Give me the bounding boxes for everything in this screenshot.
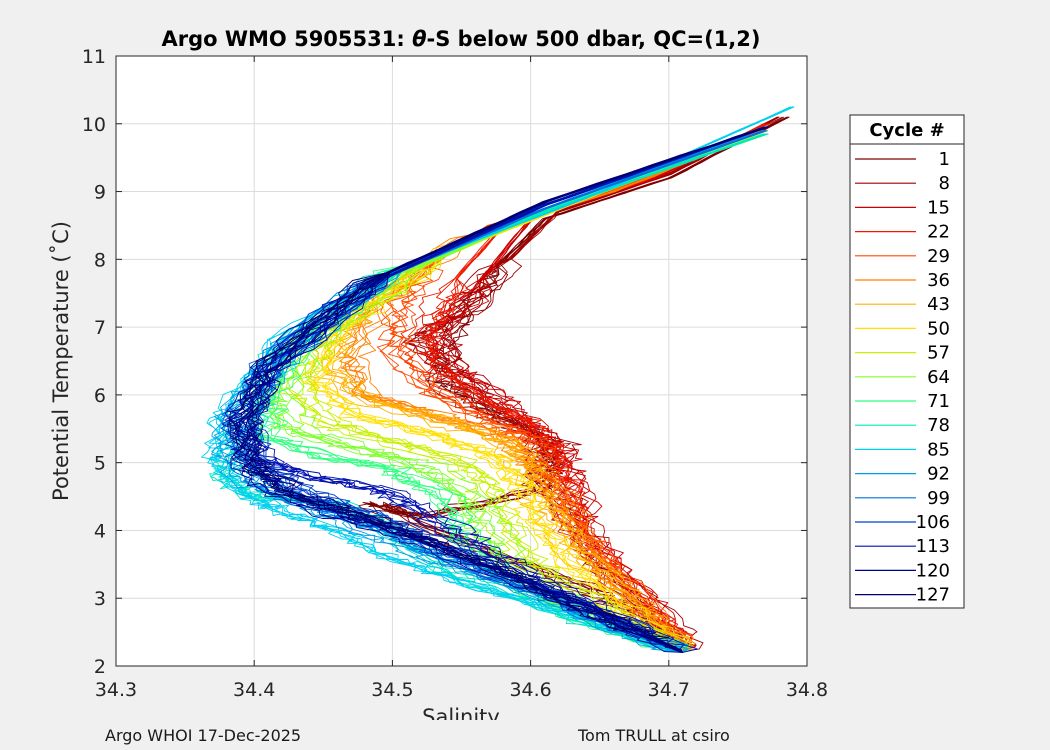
series-line-120 [246,126,769,653]
footer-source: Argo WHOI 17-Dec-2025 [105,726,302,745]
legend: Cycle # 18152229364350576471788592991061… [849,114,965,609]
y-tick-label: 2 [94,656,106,678]
y-tick-label: 10 [82,114,106,136]
series-line-99 [222,130,765,653]
legend-label-43: 43 [927,294,950,315]
y-tick-label: 3 [94,588,106,610]
y-axis-label: Potential Temperature (˚C) [49,221,73,501]
legend-label-22: 22 [927,222,950,243]
series-line-8 [420,116,780,652]
legend-title: Cycle # [869,120,944,141]
legend-label-120: 120 [916,560,950,581]
legend-label-92: 92 [927,464,950,485]
tick-label-group: 34.3 34.4 34.5 34.6 34.7 34.8 2 3 4 5 6 7 8 9 10 11 [82,46,828,701]
y-tick-label: 8 [94,249,106,271]
x-tick-label: 34.5 [371,679,413,701]
x-tick-label: 34.7 [648,679,690,701]
x-tick-label: 34.8 [786,679,828,701]
series-line-127 [227,126,765,653]
series-line-78 [218,133,766,653]
series-line-64 [271,133,767,653]
series-line-8 [409,116,779,652]
series-line-127 [251,126,767,653]
series-line-127 [233,126,765,653]
tick-group [115,55,808,667]
legend-label-99: 99 [927,488,950,509]
y-tick-label: 4 [94,520,106,542]
y-tick-label: 11 [82,46,106,68]
series-127 [227,126,768,653]
legend-label-8: 8 [939,173,950,194]
series-line-85 [211,106,795,653]
y-tick-label: 7 [94,317,106,339]
legend-label-71: 71 [927,391,950,412]
legend-label-50: 50 [927,318,950,339]
chart-title: Argo WMO 5905531: θ-S below 500 dbar, QC… [161,27,760,51]
series-line-57 [307,133,769,653]
series-line-113 [240,126,769,653]
legend-box [849,114,965,609]
series-group [201,106,795,653]
x-tick-label: 34.4 [233,679,275,701]
legend-label-78: 78 [927,415,950,436]
legend-label-85: 85 [927,439,950,460]
series-line-29 [377,126,766,652]
legend-label-1: 1 [939,149,950,170]
legend-label-15: 15 [927,197,950,218]
legend-label-57: 57 [927,343,950,364]
legend-label-36: 36 [927,270,950,291]
x-tick-label: 34.6 [509,679,551,701]
legend-items: 1 8 15 22 29 36 43 50 57 64 71 78 85 92 99 106 113 120 127 [855,149,950,606]
y-tick-label: 9 [94,182,106,204]
legend-label-106: 106 [916,512,950,533]
y-tick-label: 5 [94,453,106,475]
legend-label-29: 29 [927,246,950,267]
y-tick-label: 6 [94,385,106,407]
series-line-113 [224,126,766,653]
legend-label-113: 113 [916,536,950,557]
footer-credit: Tom TRULL at csiro [578,726,730,745]
x-tick-label: 34.3 [95,679,137,701]
series-line-78 [209,133,764,653]
axes-frame [115,55,808,667]
series-line-57 [304,133,768,653]
series-line-43 [309,130,764,653]
series-line-113 [248,126,768,653]
legend-label-64: 64 [927,367,950,388]
x-axis-label: Salinity [422,705,500,720]
legend-label-127: 127 [916,585,950,606]
